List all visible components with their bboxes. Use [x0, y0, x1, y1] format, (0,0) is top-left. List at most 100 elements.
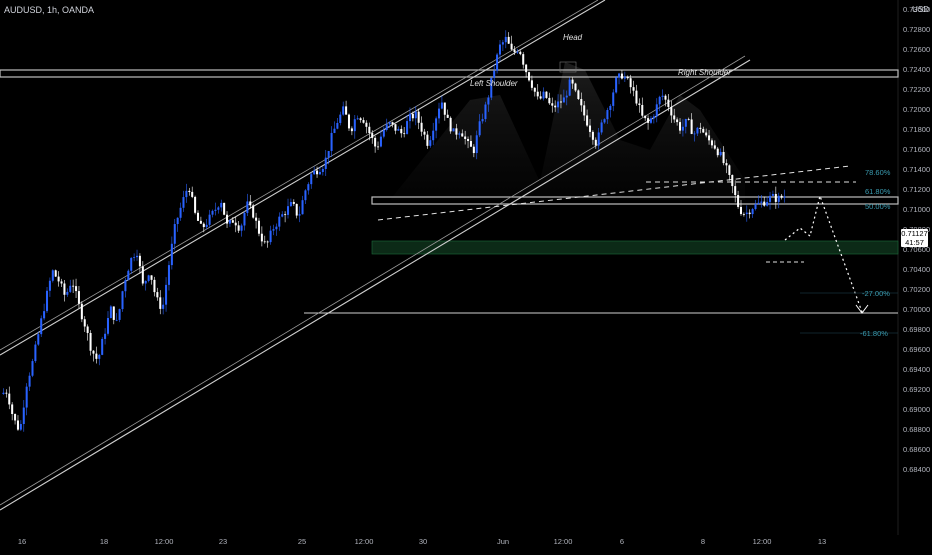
candle-up: [615, 77, 618, 93]
candle-down: [513, 49, 516, 53]
candle-down: [644, 115, 647, 119]
candle-up: [281, 214, 284, 217]
candle-up: [28, 375, 31, 387]
candle-down: [446, 114, 449, 118]
candle-down: [533, 87, 536, 92]
candle-down: [554, 105, 557, 108]
candle-down: [583, 105, 586, 116]
candle-down: [77, 291, 80, 304]
candle-up: [246, 201, 249, 213]
candle-down: [191, 191, 194, 197]
labels: Head Left Shoulder Right Shoulder 78.60%…: [470, 33, 891, 338]
candle-up: [208, 214, 211, 225]
y-tick-label: 0.71800: [903, 125, 930, 134]
candle-up: [324, 157, 327, 169]
candle-down: [377, 146, 380, 148]
candle-up: [406, 121, 409, 134]
y-tick-label: 0.70000: [903, 305, 930, 314]
y-tick-label: 0.69600: [903, 345, 930, 354]
candle-up: [162, 304, 165, 309]
candle-down: [350, 128, 353, 132]
candle-down: [371, 133, 374, 138]
candle-up: [754, 204, 757, 210]
candle-down: [14, 413, 17, 421]
candle-up: [342, 106, 345, 115]
symbol-label[interactable]: AUDUSD, 1h, OANDA: [4, 5, 95, 15]
time-axis[interactable]: 16 18 12:00 23 25 12:00 30 Jun 12:00 6 8 12:00 13: [18, 537, 826, 546]
x-tick-label: 12:00: [753, 537, 772, 546]
channel-lower-line-a: [0, 59, 751, 511]
last-price-countdown: 41:57: [905, 238, 924, 247]
x-tick-label: 12:00: [554, 537, 573, 546]
candle-down: [632, 87, 635, 91]
candle-down: [620, 73, 623, 79]
candle-up: [66, 291, 69, 295]
candle-down: [257, 220, 260, 234]
candle-up: [339, 114, 342, 123]
candle-down: [316, 170, 319, 175]
candle-down: [8, 393, 11, 405]
candle-down: [359, 118, 362, 121]
currency-label[interactable]: USD: [912, 5, 929, 14]
x-tick-label: 13: [818, 537, 826, 546]
candle-up: [31, 361, 34, 376]
candle-up: [179, 207, 182, 218]
candle-down: [664, 95, 667, 100]
candle-down: [528, 72, 531, 81]
candle-down: [449, 117, 452, 132]
candle-down: [60, 281, 63, 284]
candle-up: [220, 202, 223, 208]
candle-up: [336, 122, 339, 129]
candle-down: [237, 225, 240, 231]
candle-up: [40, 318, 43, 335]
candle-up: [771, 194, 774, 196]
candle-down: [507, 36, 510, 44]
candle-down: [252, 205, 255, 218]
candle-down: [455, 128, 458, 135]
candle-down: [54, 270, 57, 277]
candle-up: [437, 108, 441, 119]
candle-up: [452, 128, 455, 132]
candle-up: [327, 150, 330, 158]
candle-down: [574, 83, 577, 91]
candle-down: [629, 78, 632, 88]
candle-up: [408, 113, 411, 122]
candle-up: [757, 202, 760, 205]
candle-down: [699, 127, 702, 129]
candle-down: [591, 131, 594, 140]
candle-down: [774, 194, 777, 202]
price-axis[interactable]: 0.73000 0.72800 0.72600 0.72400 0.72200 0.720…: [903, 5, 930, 474]
fib-label-786: 78.60%: [865, 168, 891, 177]
y-tick-label: 0.69200: [903, 385, 930, 394]
candle-up: [478, 121, 481, 136]
candle-down: [89, 332, 92, 351]
candle-down: [519, 51, 522, 55]
candle-up: [649, 118, 652, 123]
x-tick-label: 6: [620, 537, 624, 546]
resistance-band: [0, 69, 899, 78]
candle-down: [467, 138, 470, 142]
candle-down: [626, 76, 629, 79]
candle-up: [658, 96, 661, 105]
candle-up: [205, 224, 208, 228]
candle-down: [464, 136, 467, 139]
candle-down: [420, 122, 423, 132]
candle-down: [394, 124, 397, 131]
candle-down: [83, 319, 86, 327]
candle-up: [481, 119, 484, 122]
candle-down: [80, 303, 83, 320]
dashed-trendline: [377, 165, 851, 221]
candle-down: [539, 96, 542, 99]
candle-up: [101, 338, 104, 355]
candle-up: [618, 73, 621, 78]
candle-up: [307, 184, 310, 191]
candle-up: [22, 407, 25, 425]
fib-label-618: 61.80%: [865, 187, 891, 196]
candle-up: [269, 230, 272, 243]
candle-down: [403, 133, 406, 135]
candle-down: [411, 113, 414, 119]
candle-up: [109, 306, 112, 319]
candle-down: [559, 101, 562, 103]
